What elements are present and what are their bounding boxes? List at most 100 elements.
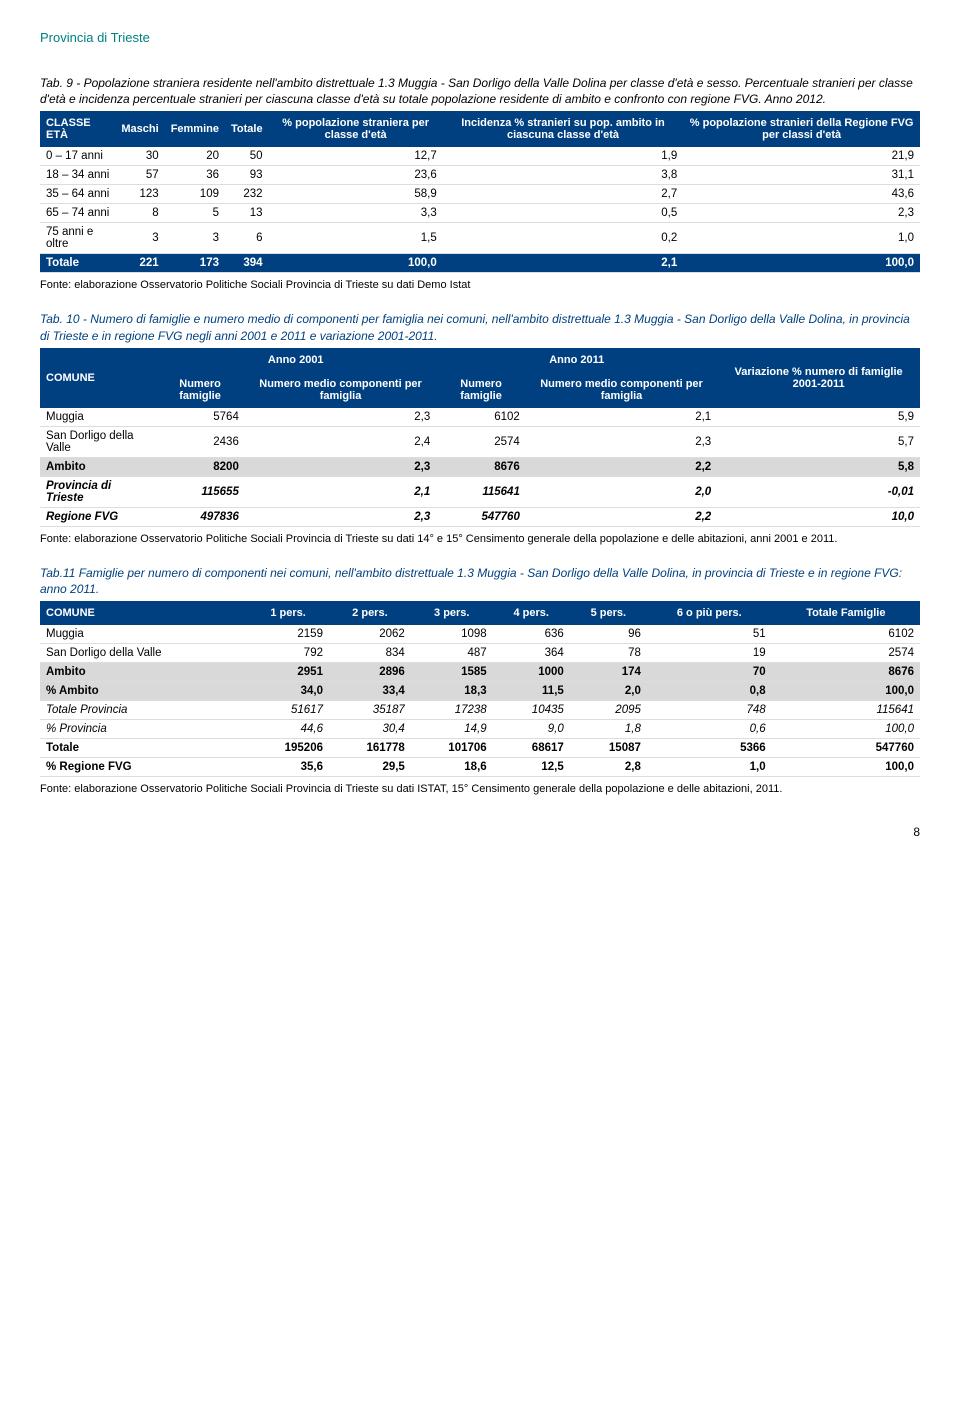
cell: 364 — [493, 644, 570, 663]
cell: 1,8 — [570, 720, 647, 739]
cell: 115641 — [772, 701, 920, 720]
table-row: Ambito 8200 2,3 8676 2,2 5,8 — [40, 457, 920, 476]
table-row: 65 – 74 anni 8 5 13 3,3 0,5 2,3 — [40, 204, 920, 223]
tab11-table: COMUNE 1 pers. 2 pers. 3 pers. 4 pers. 5… — [40, 601, 920, 777]
cell: 34,0 — [247, 682, 329, 701]
cell: 636 — [493, 625, 570, 644]
tab10-caption: Tab. 10 - Numero di famiglie e numero me… — [40, 311, 920, 343]
tab9-body: 0 – 17 anni 30 20 50 12,7 1,9 21,918 – 3… — [40, 147, 920, 273]
cell: 36 — [165, 166, 225, 185]
cell: % Regione FVG — [40, 758, 247, 777]
cell: 0,5 — [443, 204, 684, 223]
cell: 6102 — [772, 625, 920, 644]
cell: 3 — [115, 223, 164, 254]
cell: 0,8 — [647, 682, 772, 701]
cell: 14,9 — [411, 720, 493, 739]
cell: 51 — [647, 625, 772, 644]
cell: 2062 — [329, 625, 411, 644]
cell: Totale — [40, 254, 115, 273]
cell: 23,6 — [269, 166, 443, 185]
cell: 50 — [225, 147, 269, 166]
tab9-source: Fonte: elaborazione Osservatorio Politic… — [40, 279, 920, 291]
cell: 15087 — [570, 739, 647, 758]
tab10-source: Fonte: elaborazione Osservatorio Politic… — [40, 533, 920, 545]
table-row: 0 – 17 anni 30 20 50 12,7 1,9 21,9 — [40, 147, 920, 166]
th-ncomp11: Numero medio componenti per famiglia — [526, 372, 717, 408]
cell: % Provincia — [40, 720, 247, 739]
cell: 161778 — [329, 739, 411, 758]
cell: 21,9 — [683, 147, 920, 166]
cell: 834 — [329, 644, 411, 663]
cell: 2,2 — [526, 507, 717, 526]
cell: -0,01 — [717, 476, 920, 507]
cell: 3 — [165, 223, 225, 254]
cell: 2,3 — [245, 408, 436, 427]
cell: 17238 — [411, 701, 493, 720]
cell: Ambito — [40, 663, 247, 682]
cell: 1,9 — [443, 147, 684, 166]
th11-p6: 6 o più pers. — [647, 601, 772, 625]
cell: 9,0 — [493, 720, 570, 739]
cell: 18,6 — [411, 758, 493, 777]
cell: 1,5 — [269, 223, 443, 254]
cell: 497836 — [155, 507, 245, 526]
cell: 100,0 — [772, 758, 920, 777]
cell: 2951 — [247, 663, 329, 682]
th11-p4: 4 pers. — [493, 601, 570, 625]
cell: Ambito — [40, 457, 155, 476]
cell: 2,2 — [526, 457, 717, 476]
tab11-body: Muggia21592062109863696516102San Dorligo… — [40, 625, 920, 777]
cell: 5,8 — [717, 457, 920, 476]
cell: 2,4 — [245, 426, 436, 457]
table-row: Provincia di Trieste 115655 2,1 115641 2… — [40, 476, 920, 507]
cell: 2436 — [155, 426, 245, 457]
cell: 8676 — [436, 457, 526, 476]
th-2001: Anno 2001 — [155, 348, 436, 372]
cell: 101706 — [411, 739, 493, 758]
cell: 10,0 — [717, 507, 920, 526]
cell: 8676 — [772, 663, 920, 682]
cell: 5,7 — [717, 426, 920, 457]
cell: 57 — [115, 166, 164, 185]
cell: Totale — [40, 739, 247, 758]
tab10-body: Muggia 5764 2,3 6102 2,1 5,9San Dorligo … — [40, 408, 920, 527]
cell: 6102 — [436, 408, 526, 427]
table-row: Muggia 5764 2,3 6102 2,1 5,9 — [40, 408, 920, 427]
cell: 12,5 — [493, 758, 570, 777]
cell: % Ambito — [40, 682, 247, 701]
cell: 115655 — [155, 476, 245, 507]
th-maschi: Maschi — [115, 111, 164, 147]
cell: 1098 — [411, 625, 493, 644]
cell: 2,1 — [443, 254, 684, 273]
cell: 3,8 — [443, 166, 684, 185]
th11-comune: COMUNE — [40, 601, 247, 625]
cell: 2,8 — [570, 758, 647, 777]
cell: 43,6 — [683, 185, 920, 204]
th-var: Variazione % numero di famiglie 2001-201… — [717, 348, 920, 408]
cell: 100,0 — [269, 254, 443, 273]
cell: 35187 — [329, 701, 411, 720]
cell: 11,5 — [493, 682, 570, 701]
cell: 232 — [225, 185, 269, 204]
th-nfam11: Numero famiglie — [436, 372, 526, 408]
cell: 33,4 — [329, 682, 411, 701]
th-classe: CLASSE ETÀ — [40, 111, 115, 147]
cell: 8 — [115, 204, 164, 223]
cell: Provincia di Trieste — [40, 476, 155, 507]
cell: 6 — [225, 223, 269, 254]
cell: 2,0 — [526, 476, 717, 507]
tab11-caption: Tab.11 Famiglie per numero di componenti… — [40, 565, 920, 597]
cell: Muggia — [40, 408, 155, 427]
cell: 2095 — [570, 701, 647, 720]
cell: 748 — [647, 701, 772, 720]
table-row: San Dorligo della Valle79283448736478192… — [40, 644, 920, 663]
page-number: 8 — [40, 825, 920, 839]
table-row: Regione FVG 497836 2,3 547760 2,2 10,0 — [40, 507, 920, 526]
cell: 174 — [570, 663, 647, 682]
table-row: 35 – 64 anni 123 109 232 58,9 2,7 43,6 — [40, 185, 920, 204]
th-ncomp01: Numero medio componenti per famiglia — [245, 372, 436, 408]
cell: 2,3 — [683, 204, 920, 223]
th11-tot: Totale Famiglie — [772, 601, 920, 625]
cell: 30 — [115, 147, 164, 166]
table-row: % Provincia44,630,414,99,01,80,6100,0 — [40, 720, 920, 739]
